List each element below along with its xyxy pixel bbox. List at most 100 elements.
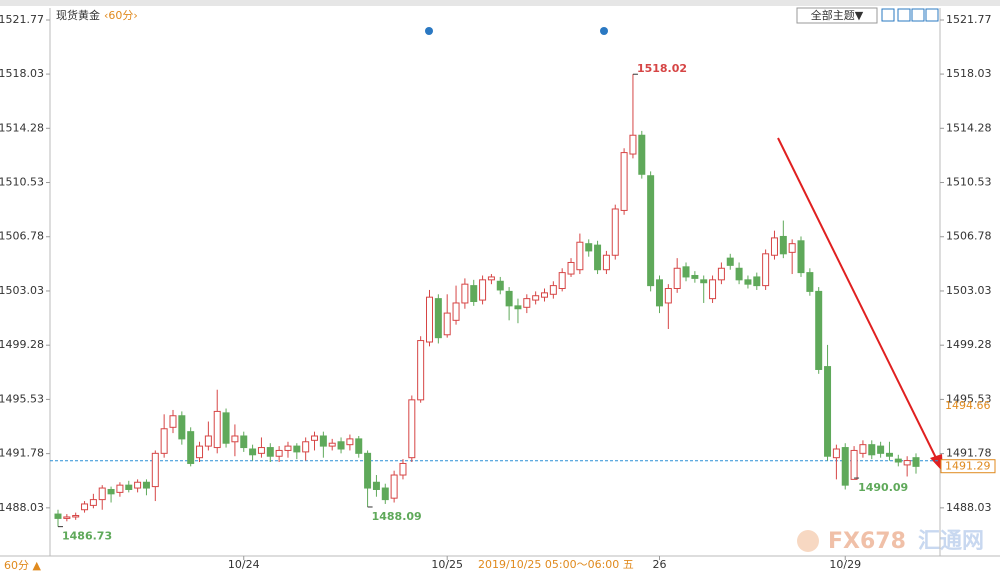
event-marker[interactable]: [600, 27, 608, 35]
event-marker[interactable]: [425, 27, 433, 35]
theme-button[interactable]: [796, 7, 878, 24]
y-tick-label: 1521.77: [0, 13, 44, 26]
candle-body: [567, 261, 575, 275]
candle-body: [257, 447, 265, 454]
candle-body: [682, 266, 690, 278]
candle-body: [479, 279, 487, 301]
period-label: ‹60分›: [104, 9, 138, 22]
candle-body: [470, 285, 478, 303]
candle-body: [594, 244, 602, 271]
y-tick-label: 1495.53: [0, 392, 44, 405]
candle-body: [275, 449, 283, 457]
candle-body: [381, 487, 389, 501]
candle-body: [408, 399, 416, 459]
candle-body: [142, 481, 150, 489]
candle-body: [903, 460, 911, 466]
y-tick-label: 1491.78: [946, 447, 992, 460]
candle-body: [169, 415, 177, 428]
candle-body: [717, 267, 725, 281]
candle-body: [602, 254, 610, 271]
y-tick-label: 1510.53: [946, 176, 992, 189]
candle-body: [231, 435, 239, 443]
candle-body: [293, 445, 301, 453]
candle-body: [116, 484, 124, 493]
y-tick-label: 1499.28: [0, 338, 44, 351]
candle-body: [850, 449, 858, 480]
candle-body: [125, 484, 133, 490]
candle-body: [762, 253, 770, 287]
candle-body: [134, 481, 142, 489]
candle-body: [89, 499, 97, 506]
candle-body: [63, 516, 71, 519]
extreme-label: 1490.09: [858, 481, 908, 494]
candle-body: [885, 452, 893, 457]
candle-body: [98, 487, 106, 501]
candle-body: [894, 458, 902, 463]
candle-body: [452, 302, 460, 321]
candle-body: [204, 435, 212, 447]
candle-body: [160, 428, 168, 454]
candle-body: [390, 474, 398, 499]
y-tick-label: 1514.28: [946, 121, 992, 134]
candle-body: [355, 438, 363, 454]
watermark: 汇通网: [918, 529, 984, 554]
top-strip: [0, 0, 1000, 6]
candle-body: [753, 276, 761, 287]
candle-body: [868, 444, 876, 456]
theme-button-label[interactable]: 全部主题▼: [811, 8, 864, 22]
candle-body: [709, 279, 717, 300]
watermark: FX678: [828, 529, 906, 554]
y-tick-label: 1499.28: [946, 338, 992, 351]
y-tick-label: 1521.77: [946, 13, 992, 26]
candle-body: [302, 441, 310, 453]
candle-body: [337, 441, 345, 450]
candle-body: [611, 208, 619, 256]
toolbar-icons[interactable]: [881, 8, 939, 22]
candle-body: [700, 279, 708, 284]
candle-body: [832, 448, 840, 459]
y-tick-label: 1491.78: [0, 447, 44, 460]
candle-body: [196, 445, 204, 459]
y-tick-label: 1506.78: [0, 230, 44, 243]
x-tick-label: 10/29: [829, 558, 861, 571]
candle-body: [797, 240, 805, 274]
candle-body: [735, 267, 743, 281]
candle-body: [912, 457, 920, 467]
extreme-label: 1486.73: [62, 530, 112, 543]
y-tick-label: 1518.03: [946, 67, 992, 80]
candle-body: [417, 340, 425, 401]
candle-body: [770, 237, 778, 256]
candle-body: [744, 279, 752, 285]
candle-body: [532, 295, 540, 301]
candle-body: [824, 366, 832, 457]
candle-body: [311, 435, 319, 441]
candle-body: [806, 272, 814, 292]
x-tick-label: 26: [652, 558, 666, 571]
period-button[interactable]: 60分 ▲: [4, 559, 41, 572]
candle-body: [877, 445, 885, 454]
y-tick-label: 1506.78: [946, 230, 992, 243]
candle-body: [319, 435, 327, 447]
x-tick-label: 10/25: [431, 558, 463, 571]
extreme-label: 1488.09: [372, 510, 422, 523]
candle-body: [81, 503, 89, 511]
ref-price-label: 1494.66: [945, 399, 991, 412]
candle-body: [505, 290, 513, 307]
candle-body: [284, 445, 292, 451]
candle-body: [540, 292, 548, 298]
candle-body: [72, 515, 80, 518]
candle-body: [222, 412, 230, 444]
candle-body: [372, 481, 380, 490]
candle-body: [107, 488, 115, 495]
candle-body: [638, 134, 646, 175]
candle-body: [691, 274, 699, 279]
candle-body: [841, 447, 849, 486]
arrow-head: [930, 454, 943, 472]
y-tick-label: 1488.03: [946, 501, 992, 514]
candle-body: [779, 235, 787, 255]
watermark-logo: [797, 530, 819, 552]
candle-body: [655, 279, 663, 307]
candle-body: [726, 257, 734, 266]
y-tick-label: 1503.03: [946, 284, 992, 297]
